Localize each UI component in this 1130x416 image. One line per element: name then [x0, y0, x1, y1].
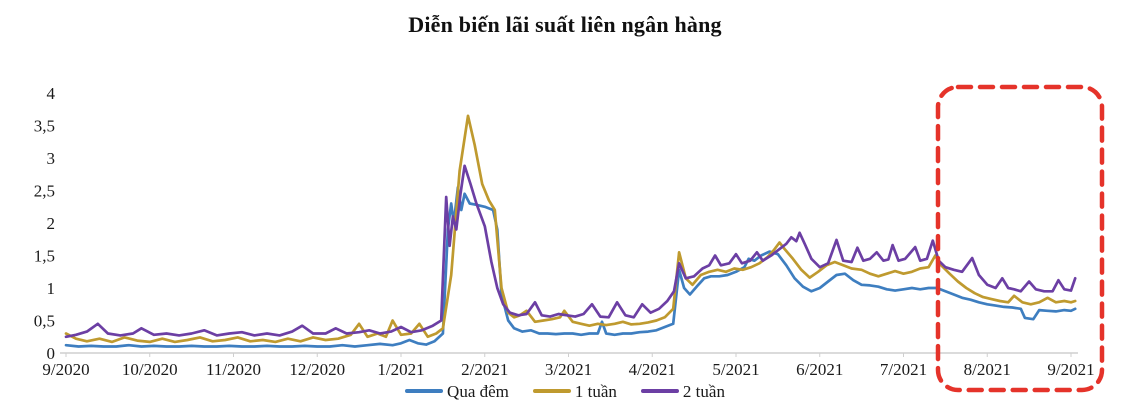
series-line-qua-dem [64, 185, 1077, 348]
y-axis-label: 1 [47, 279, 56, 298]
legend-item-1-tuan: 1 tuần [532, 381, 617, 401]
one-week-line-swatch [532, 389, 571, 393]
legend-label-1-tuan: 1 tuần [574, 381, 617, 401]
x-axis-label: 2/2021 [461, 360, 508, 379]
x-axis-label: 12/2020 [289, 360, 345, 379]
y-axis-label: 1,5 [34, 247, 55, 266]
x-axis-label: 9/2021 [1047, 360, 1094, 379]
two-week-line-swatch [640, 389, 679, 393]
x-axis-label: 3/2021 [545, 360, 592, 379]
x-axis-label: 8/2021 [964, 360, 1011, 379]
x-axis-label: 10/2020 [122, 360, 178, 379]
x-axis-label: 4/2021 [629, 360, 676, 379]
y-axis-label: 0,5 [34, 312, 55, 331]
legend-item-2-tuan: 2 tuần [640, 381, 725, 401]
x-axis-label: 1/2021 [377, 360, 424, 379]
series-line-2-tuan [64, 164, 1077, 339]
legend-label-qua-dem: Qua đêm [447, 381, 509, 401]
y-axis-label: 4 [47, 84, 56, 103]
y-axis-label: 3 [47, 149, 56, 168]
chart-title: Diễn biến lãi suất liên ngân hàng [408, 12, 722, 37]
x-axis-label: 7/2021 [880, 360, 927, 379]
x-axis-label: 11/2020 [206, 360, 261, 379]
y-axis-label: 2 [47, 214, 56, 233]
x-axis-label: 5/2021 [712, 360, 759, 379]
qua-dem-line-swatch [405, 389, 444, 393]
x-axis-label: 6/2021 [796, 360, 843, 379]
series-line-1-tuan [64, 114, 1077, 344]
chart-legend: Qua đêm 1 tuần 2 tuần [0, 379, 1130, 403]
legend-label-2-tuan: 2 tuần [682, 381, 725, 401]
legend-item-qua-dem: Qua đêm [405, 383, 509, 400]
y-axis-label: 0 [47, 344, 56, 363]
x-axis-label: 9/2020 [42, 360, 89, 379]
y-axis-label: 2,5 [34, 182, 55, 201]
highlight-region-box [935, 84, 1105, 393]
y-axis-label: 3,5 [34, 117, 55, 136]
